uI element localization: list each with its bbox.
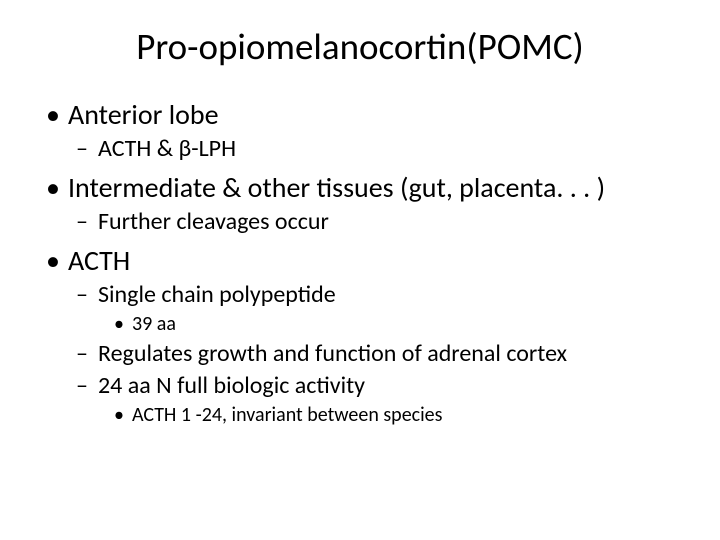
bullet-l1: ACTH: [44, 243, 680, 278]
slide-title: Pro-opiomelanocortin(POMC): [40, 24, 680, 69]
bullet-l2: ACTH & β-LPH: [74, 134, 680, 164]
bullet-l2: Regulates growth and function of adrenal…: [74, 339, 680, 369]
bullet-l3: ACTH 1 -24, invariant between species: [112, 403, 680, 428]
bullet-l2: Further cleavages occur: [74, 207, 680, 237]
bullet-l1: Intermediate & other tissues (gut, place…: [44, 170, 680, 205]
bullet-l2: 24 aa N full biologic activity: [74, 371, 680, 401]
bullet-l3: 39 aa: [112, 312, 680, 337]
bullet-l1: Anterior lobe: [44, 97, 680, 132]
bullet-l2: Single chain polypeptide: [74, 280, 680, 310]
